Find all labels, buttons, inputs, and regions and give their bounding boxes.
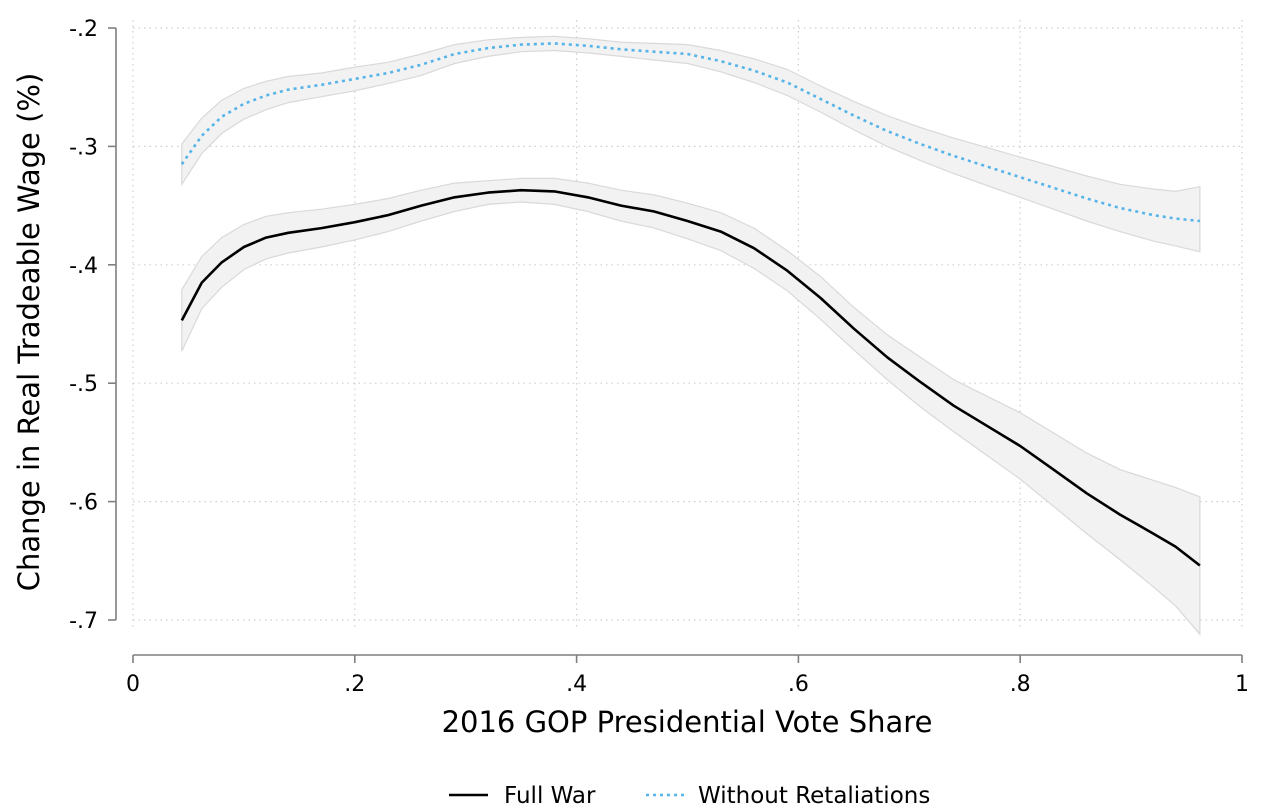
confidence-bands	[181, 35, 1201, 636]
axes	[115, 28, 1242, 656]
y-axis-label: Change in Real Tradeable Wage (%)	[12, 73, 46, 592]
x-tick-label: .8	[1010, 672, 1031, 697]
y-tick-label: -.5	[69, 372, 98, 397]
legend-label-without-retaliations: Without Retaliations	[698, 783, 930, 809]
confidence-band-full-war	[181, 177, 1201, 636]
y-tick-label: -.7	[69, 609, 98, 634]
legend-label-full-war: Full War	[504, 783, 596, 809]
confidence-band-without-retaliations	[181, 35, 1201, 253]
gridlines	[132, 20, 1243, 628]
series-lines	[180, 42, 1201, 567]
x-tick-label: .4	[566, 672, 587, 697]
x-tick-label: 1	[1235, 672, 1249, 697]
y-tick-label: -.2	[69, 17, 98, 42]
series-line-full-war	[180, 188, 1201, 567]
y-ticks: -.2 -.3 -.4 -.5 -.6 -.7	[69, 17, 116, 634]
y-tick-label: -.6	[69, 491, 98, 516]
x-ticks: 0 .2 .4 .6 .8 1	[126, 655, 1249, 697]
y-tick-label: -.3	[69, 135, 98, 160]
x-tick-label: .6	[788, 672, 809, 697]
x-tick-label: 0	[126, 672, 140, 697]
legend: Full War Without Retaliations	[449, 783, 930, 809]
x-axis-label: 2016 GOP Presidential Vote Share	[442, 705, 933, 739]
series-line-without-retaliations	[180, 42, 1201, 223]
y-tick-label: -.4	[69, 254, 98, 279]
x-tick-label: .2	[344, 672, 365, 697]
